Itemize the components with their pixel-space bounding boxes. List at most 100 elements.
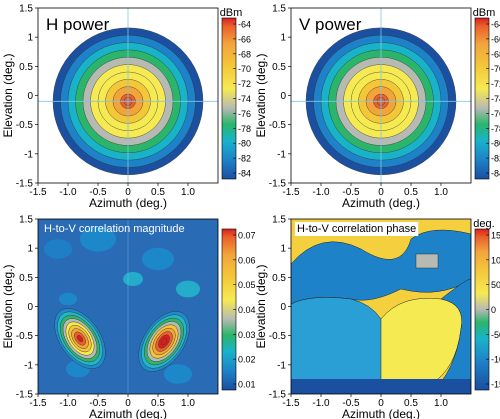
colorbar-tick-label: 0.06 bbox=[238, 255, 256, 265]
colorbar-tick-label: 0.05 bbox=[238, 280, 256, 290]
y-tick-label: 1.5 bbox=[19, 215, 33, 226]
chart-title: H-to-V correlation magnitude bbox=[44, 223, 185, 235]
colorbar-tick-label: -64 bbox=[491, 20, 500, 30]
x-tick-label: 1.0 bbox=[181, 398, 195, 409]
colorbar-tick-label: -80 bbox=[238, 139, 251, 149]
y-tick-label: -1.5 bbox=[269, 179, 287, 190]
x-tick-label: -1.0 bbox=[312, 398, 330, 409]
colorbar-tick-label: 50 bbox=[491, 280, 500, 290]
y-tick-label: -1.5 bbox=[16, 390, 34, 401]
colorbar-tick-label: -78 bbox=[491, 124, 500, 134]
background-speck-4 bbox=[176, 280, 200, 298]
colorbar-unit: deg. bbox=[473, 218, 494, 230]
colorbar-tick-label: -82 bbox=[238, 154, 251, 164]
x-tick-label: -1.0 bbox=[59, 187, 77, 198]
colorbar-tick-label: -80 bbox=[491, 139, 500, 149]
chart-title: H-to-V correlation phase bbox=[297, 223, 416, 235]
colorbar-tick-label: -70 bbox=[491, 64, 500, 74]
x-tick-label: 1.0 bbox=[181, 187, 195, 198]
y-axis-label: Elevation (deg.) bbox=[1, 53, 15, 137]
colorbar-unit: dBm bbox=[220, 7, 243, 19]
colorbar-tick-label: -82 bbox=[491, 154, 500, 164]
colorbar-tick-label: -76 bbox=[491, 109, 500, 119]
title-backdrop bbox=[295, 222, 419, 236]
chart-panel-3: H-to-V correlation magnitude -1.5 -1.0 -0.5… bbox=[1, 215, 256, 419]
lobe-2 bbox=[138, 311, 190, 372]
y-tick-label: -1 bbox=[24, 360, 33, 371]
colorbar-tick-label: -72 bbox=[491, 79, 500, 89]
y-tick-label: -0.5 bbox=[269, 331, 287, 342]
chart-title: H power bbox=[46, 15, 110, 34]
chart-panel-1: H power -1.5 -1.0 -0.5 0 0.5 1.0 1.5 1 0.5 0 -0.5 -1… bbox=[1, 4, 251, 211]
x-axis-label: Azimuth (deg.) bbox=[89, 196, 167, 210]
colorbar-tick-label: 0.04 bbox=[238, 305, 256, 315]
y-tick-label: 1 bbox=[280, 33, 286, 44]
y-tick-label: 0.5 bbox=[19, 62, 33, 73]
y-tick-label: 0 bbox=[27, 302, 33, 313]
background-speck-8 bbox=[59, 292, 77, 306]
x-tick-label: -1.5 bbox=[282, 187, 300, 198]
colorbar-tick-label: 0.02 bbox=[238, 355, 256, 365]
y-tick-label: -1 bbox=[277, 360, 286, 371]
colorbar-tick-label: -64 bbox=[238, 20, 251, 30]
colorbar-tick-label: -74 bbox=[238, 94, 251, 104]
y-tick-label: -1.5 bbox=[269, 390, 287, 401]
x-axis-label: Azimuth (deg.) bbox=[342, 196, 420, 210]
colorbar-tick-label: -100 bbox=[491, 355, 500, 365]
x-tick-label: 0.5 bbox=[404, 398, 418, 409]
x-axis-label: Azimuth (deg.) bbox=[342, 407, 420, 419]
x-tick-label: 0 bbox=[378, 398, 384, 409]
colorbar-tick-label: 0 bbox=[491, 305, 496, 315]
y-tick-label: 1 bbox=[27, 33, 33, 44]
chart-panel-4: H-to-V correlation phase -1.5 -1.0 -0.5 0 0.5… bbox=[254, 215, 500, 419]
colorbar-tick-label: -76 bbox=[238, 109, 251, 119]
y-tick-label: 1.5 bbox=[272, 215, 286, 226]
y-tick-label: -1.5 bbox=[16, 179, 34, 190]
colorbar-tick-label: 0.01 bbox=[238, 380, 256, 390]
colorbar-tick-label: -150 bbox=[491, 380, 500, 390]
plot-area bbox=[291, 219, 471, 394]
y-tick-label: -0.5 bbox=[269, 120, 287, 131]
x-tick-label: 0 bbox=[125, 398, 131, 409]
chart-panel-2: V power -1.5 -1.0 -0.5 0 0.5 1.0 1.5 1 0.5 0 -0.5 -1… bbox=[254, 4, 500, 211]
y-tick-label: 0 bbox=[280, 302, 286, 313]
phase-region-bottom-strip bbox=[291, 379, 471, 394]
y-tick-label: 1.5 bbox=[272, 4, 286, 15]
y-tick-label: 0 bbox=[280, 91, 286, 102]
y-axis-label: Elevation (deg.) bbox=[1, 264, 15, 348]
lobe-1 bbox=[54, 308, 106, 369]
x-tick-label: -0.5 bbox=[342, 187, 360, 198]
colorbar-tick-label: -50 bbox=[491, 330, 500, 340]
colorbar-unit: dBm bbox=[473, 7, 496, 19]
background-speck-1 bbox=[44, 239, 72, 259]
y-tick-label: 1.5 bbox=[19, 4, 33, 15]
colorbar-tick-label: -68 bbox=[238, 49, 251, 59]
background-speck-3 bbox=[142, 247, 174, 271]
y-tick-label: -1 bbox=[24, 149, 33, 160]
x-tick-label: -0.5 bbox=[89, 398, 107, 409]
colorbar-tick-label: 0.03 bbox=[238, 330, 256, 340]
y-tick-label: 0.5 bbox=[272, 273, 286, 284]
colorbar-tick-label: -74 bbox=[491, 94, 500, 104]
colorbar-tick-label: -84 bbox=[238, 169, 251, 179]
lobe-contour-9 bbox=[76, 335, 84, 343]
y-tick-label: 0 bbox=[27, 91, 33, 102]
x-tick-label: 0.5 bbox=[404, 187, 418, 198]
chart-title: V power bbox=[299, 15, 362, 34]
phase-region-right bbox=[430, 278, 471, 394]
x-tick-label: -0.5 bbox=[89, 187, 107, 198]
y-axis-label: Elevation (deg.) bbox=[254, 53, 268, 137]
colorbar-tick-label: -78 bbox=[238, 124, 251, 134]
colorbar-tick-label: -66 bbox=[491, 34, 500, 44]
x-tick-label: 0.5 bbox=[151, 187, 165, 198]
colorbar-tick-label: 150 bbox=[491, 231, 500, 241]
phase-region-gray-patch bbox=[415, 253, 439, 269]
x-tick-label: -1.0 bbox=[312, 187, 330, 198]
lobe-contour-9 bbox=[160, 337, 168, 346]
x-tick-label: -0.5 bbox=[342, 398, 360, 409]
colorbar-tick-label: -70 bbox=[238, 64, 251, 74]
background-speck-6 bbox=[164, 364, 192, 384]
background-speck-2 bbox=[80, 226, 116, 252]
y-tick-label: 1 bbox=[27, 244, 33, 255]
